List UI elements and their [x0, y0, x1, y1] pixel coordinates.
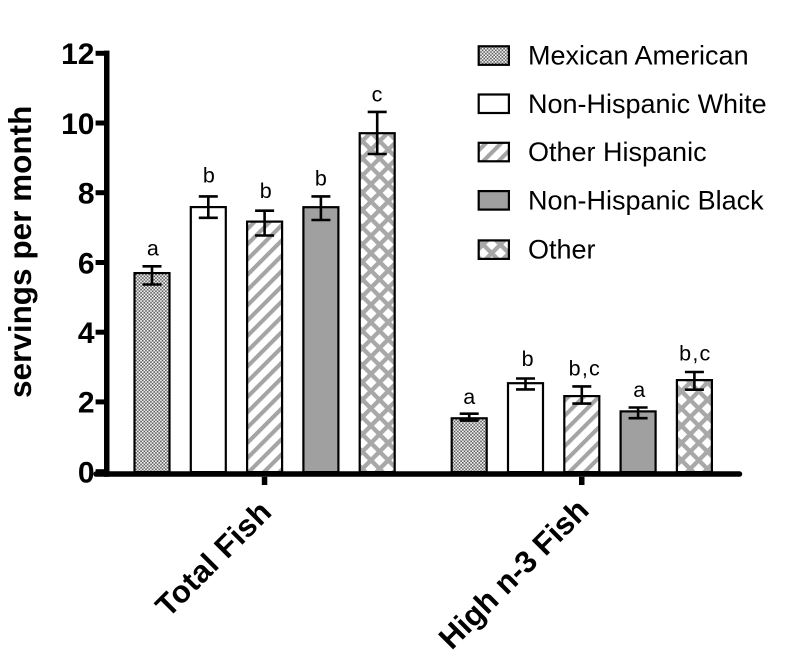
svg-text:b: b [203, 164, 215, 188]
svg-text:b,c: b,c [569, 357, 601, 381]
svg-text:a: a [147, 237, 159, 261]
svg-text:8: 8 [78, 178, 95, 211]
svg-text:servings per month: servings per month [2, 106, 38, 398]
svg-text:10: 10 [61, 108, 94, 141]
svg-text:b: b [260, 179, 272, 203]
svg-text:Non-Hispanic White: Non-Hispanic White [528, 89, 767, 119]
svg-text:Mexican American: Mexican American [528, 41, 749, 71]
svg-text:Non-Hispanic Black: Non-Hispanic Black [528, 185, 764, 215]
svg-text:Other Hispanic: Other Hispanic [528, 137, 707, 167]
svg-text:4: 4 [78, 317, 95, 350]
svg-text:Other: Other [528, 235, 596, 265]
svg-text:6: 6 [78, 247, 95, 280]
svg-text:12: 12 [61, 38, 94, 71]
svg-text:a: a [633, 378, 645, 402]
svg-text:2: 2 [78, 387, 95, 420]
svg-text:b: b [522, 347, 534, 371]
svg-text:a: a [463, 385, 475, 409]
svg-text:b,c: b,c [679, 342, 711, 366]
svg-text:0: 0 [78, 457, 95, 490]
svg-text:b: b [315, 166, 327, 190]
svg-text:c: c [372, 83, 383, 107]
